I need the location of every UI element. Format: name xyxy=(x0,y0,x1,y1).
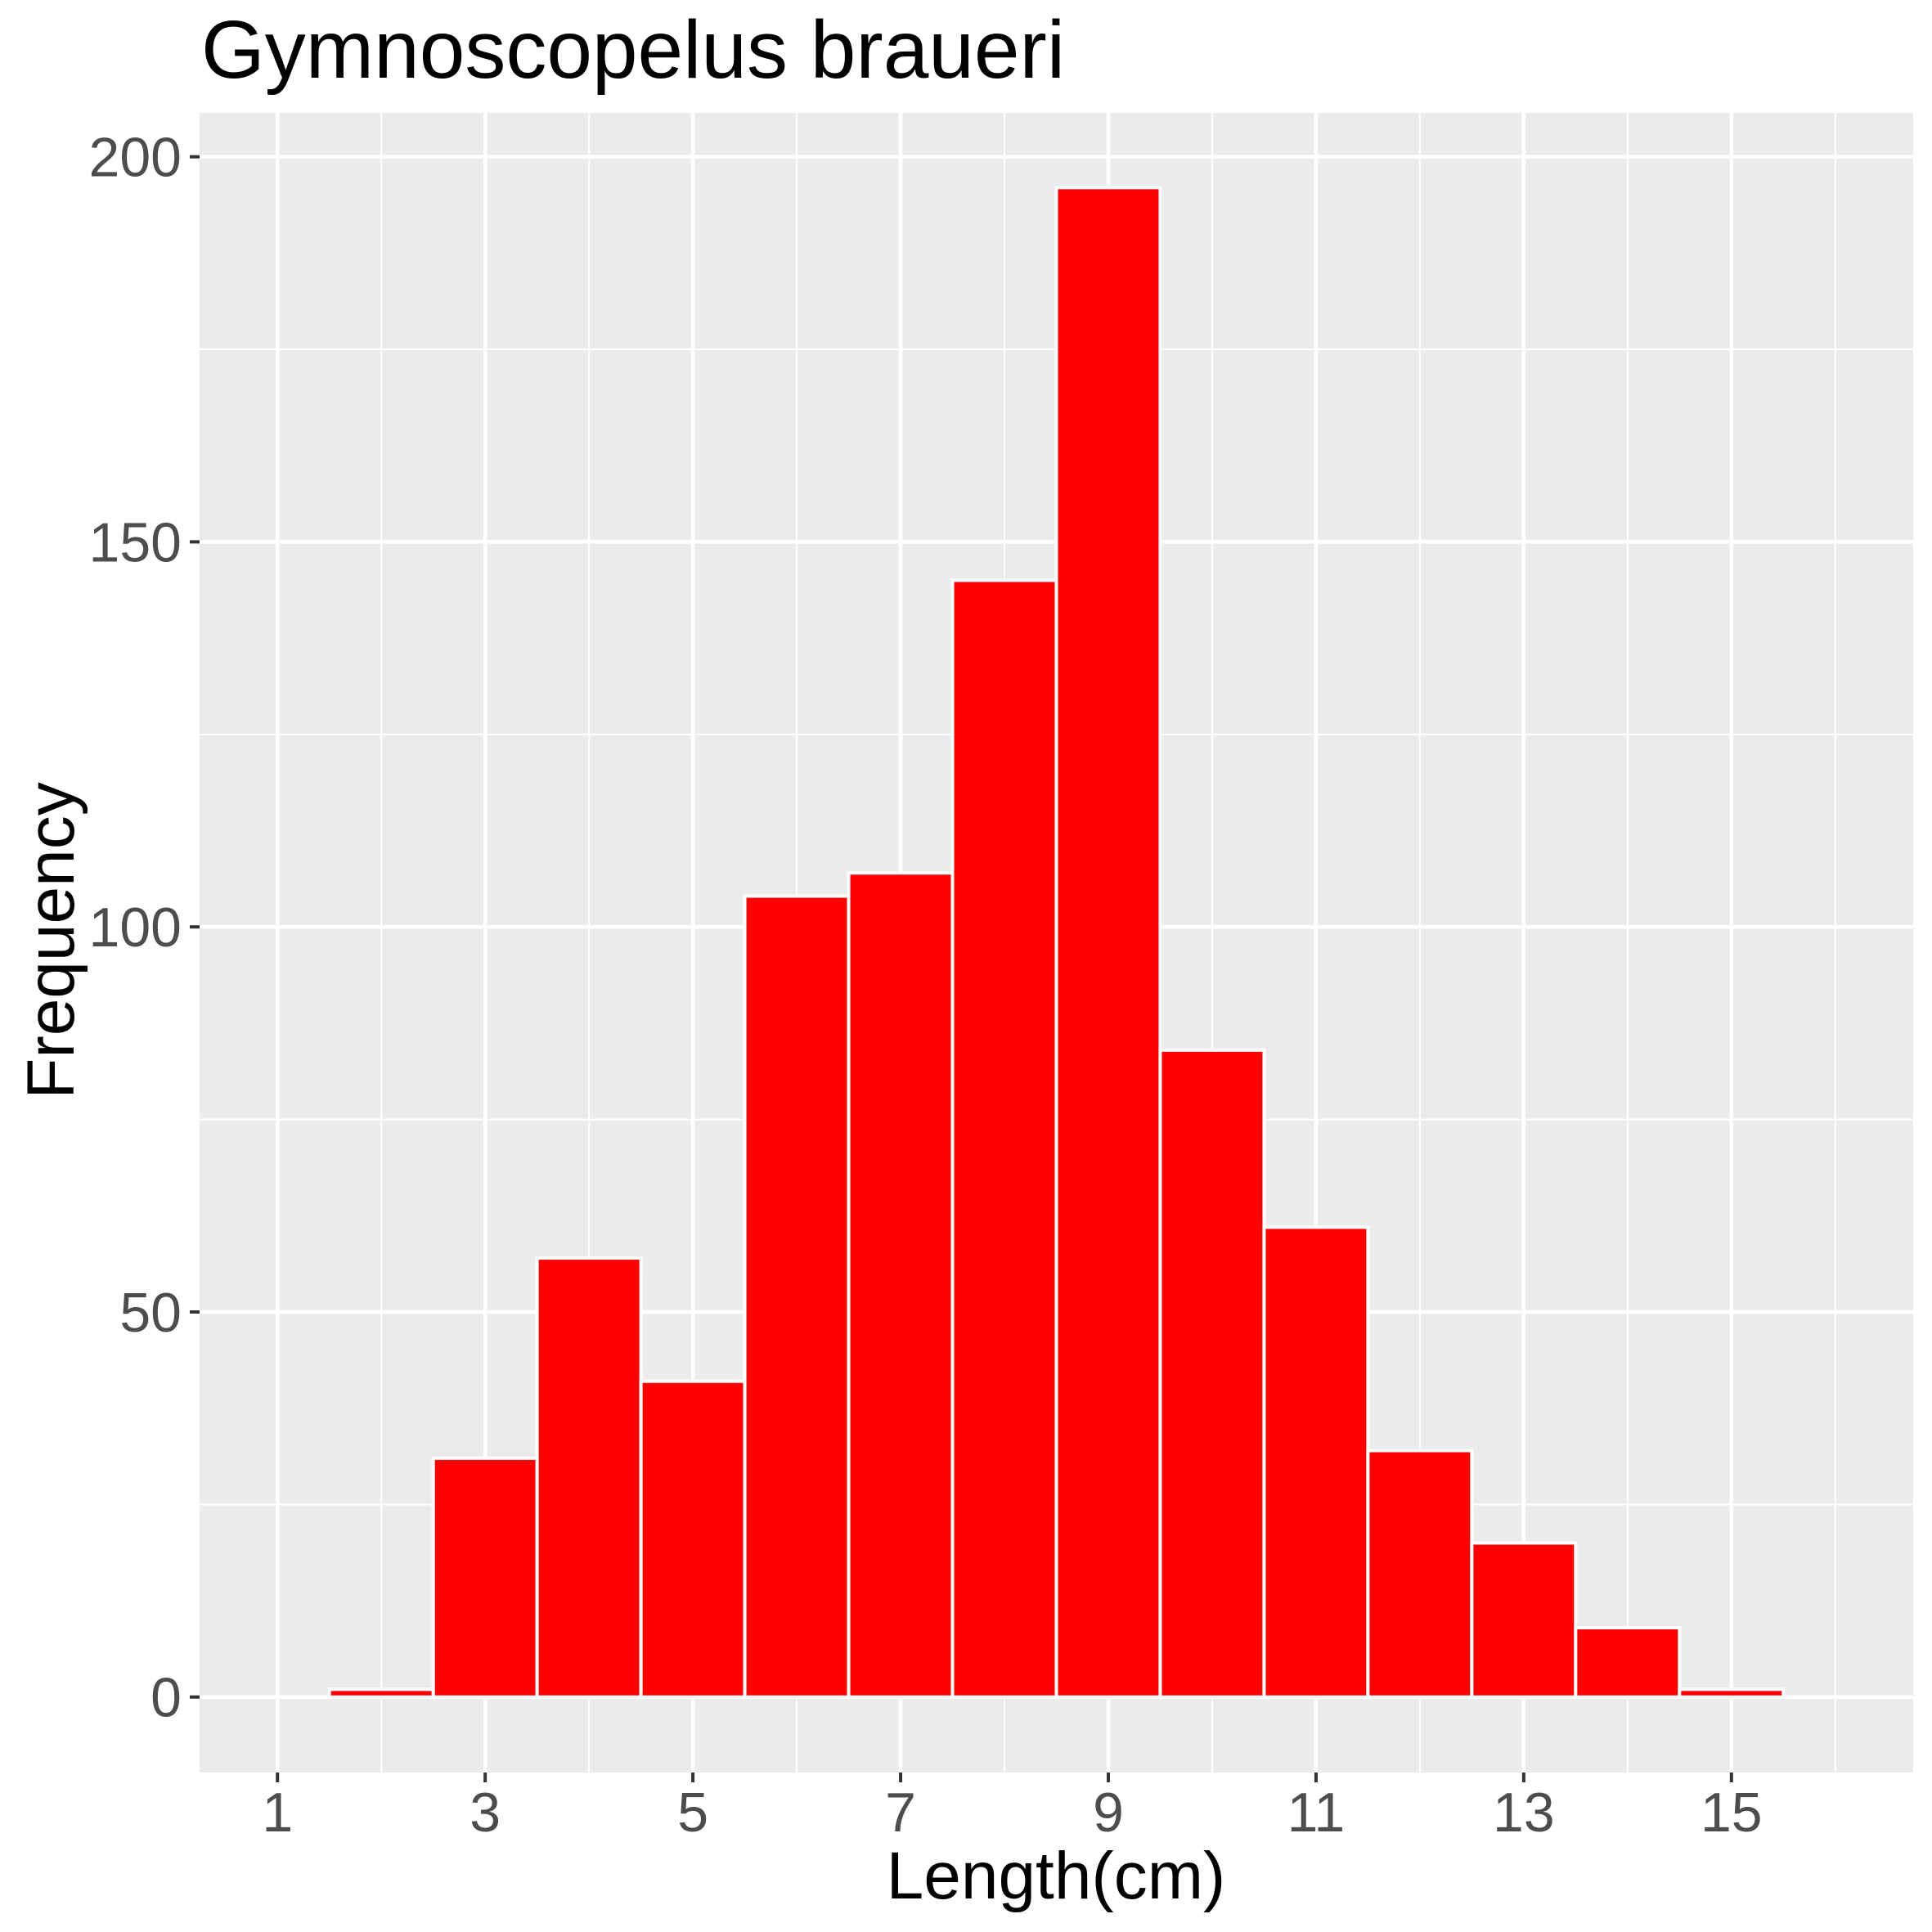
x-axis-title: Length(cm) xyxy=(887,1839,1226,1913)
y-tick-label: 0 xyxy=(151,1667,182,1729)
x-tick-label: 7 xyxy=(885,1781,916,1844)
histogram-bar xyxy=(639,1379,747,1699)
y-axis-title: Frequency xyxy=(14,782,88,1099)
histogram-bars xyxy=(327,186,1786,1699)
histogram-bar xyxy=(1262,1225,1370,1699)
histogram-bar xyxy=(535,1256,643,1699)
histogram-bar xyxy=(1366,1449,1474,1699)
x-tick-label: 9 xyxy=(1093,1781,1124,1844)
histogram-bar xyxy=(847,871,955,1699)
y-tick-label: 200 xyxy=(89,127,182,189)
histogram-bar xyxy=(327,1687,435,1699)
histogram-bar xyxy=(1678,1687,1786,1699)
x-tick-label: 11 xyxy=(1287,1781,1346,1844)
x-tick-label: 15 xyxy=(1701,1781,1763,1844)
x-tick-label: 13 xyxy=(1493,1781,1555,1844)
histogram-bar xyxy=(431,1456,539,1699)
x-axis: 1 3 5 7 9 11 13 15 xyxy=(262,1772,1763,1844)
x-tick-label: 5 xyxy=(677,1781,708,1844)
y-axis: 0 50 100 150 200 xyxy=(89,127,200,1729)
y-tick-label: 50 xyxy=(119,1282,182,1344)
x-tick-label: 3 xyxy=(470,1781,501,1844)
x-tick-label: 1 xyxy=(262,1781,293,1844)
y-tick-label: 150 xyxy=(89,511,182,573)
histogram-bar xyxy=(743,894,851,1699)
chart-title: Gymnoscopelus braueri xyxy=(201,4,1065,96)
histogram-bar xyxy=(1158,1048,1266,1699)
histogram-bar xyxy=(1470,1541,1578,1699)
histogram-bar xyxy=(950,578,1058,1699)
histogram-bar xyxy=(1574,1625,1682,1699)
y-tick-label: 100 xyxy=(89,896,182,959)
histogram-bar xyxy=(1054,186,1162,1699)
